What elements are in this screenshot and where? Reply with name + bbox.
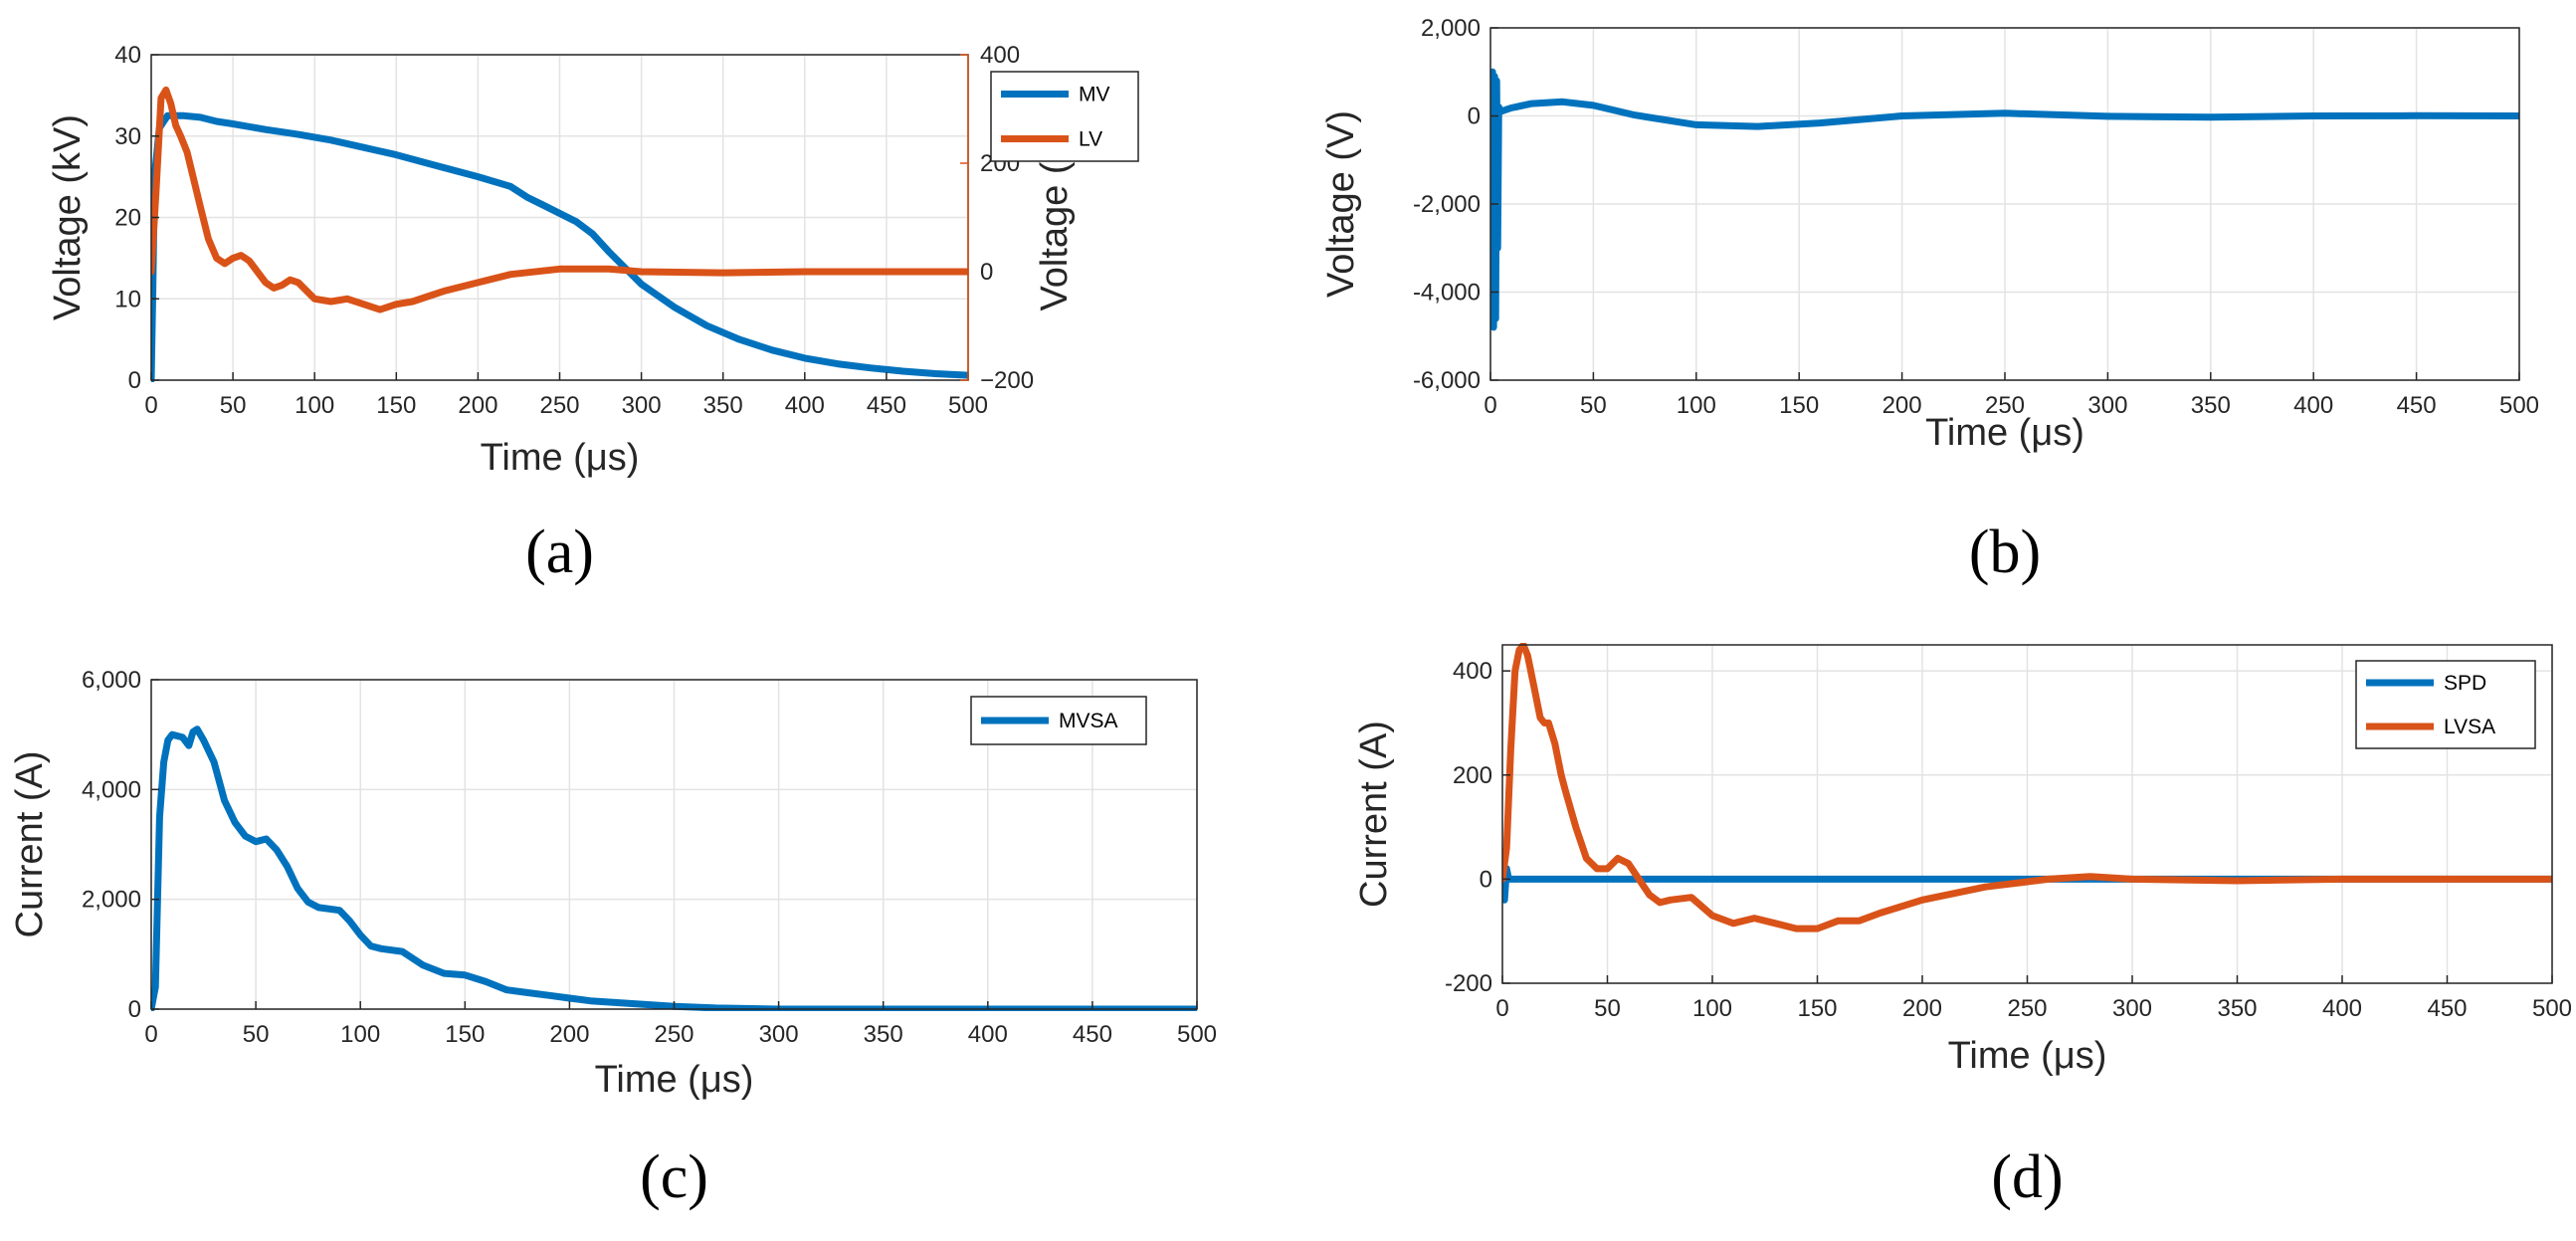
y-tick-label: 30 bbox=[114, 123, 141, 150]
x-tick-label: 400 bbox=[785, 392, 825, 419]
y-tick-label: 40 bbox=[114, 42, 141, 69]
y-axis-label: Current (A) bbox=[1353, 721, 1395, 908]
x-tick-label: 450 bbox=[867, 392, 906, 419]
x-tick-label: 250 bbox=[539, 392, 579, 419]
x-tick-label: 400 bbox=[968, 1021, 1008, 1048]
y-tick-label: 4,000 bbox=[82, 776, 141, 803]
y-tick-label: -2,000 bbox=[1413, 191, 1481, 218]
legend: MV LV bbox=[990, 71, 1139, 162]
x-tick-label: 50 bbox=[1594, 995, 1621, 1022]
legend: MVSA bbox=[970, 696, 1147, 745]
y-axis-label: Voltage (V) bbox=[1320, 110, 1362, 298]
y-right-tick-label: 0 bbox=[980, 259, 993, 286]
series-line-lv bbox=[151, 86, 968, 313]
y-tick-label: 2,000 bbox=[1421, 15, 1481, 42]
legend-label: MV bbox=[1079, 84, 1110, 106]
x-tick-label: 300 bbox=[2087, 392, 2127, 419]
y-axis-label: Current (A) bbox=[9, 751, 51, 938]
x-tick-label: 150 bbox=[376, 392, 416, 419]
y-right-tick-label: −200 bbox=[980, 367, 1034, 394]
x-axis-label: Time (μs) bbox=[1925, 412, 2084, 454]
x-tick-label: 50 bbox=[243, 1021, 270, 1048]
y-tick-label: 200 bbox=[1453, 762, 1492, 789]
y-tick-label: -6,000 bbox=[1413, 367, 1481, 394]
chart-panel-a: 0 50 100 150 200 250 300 350 400 450 500 0 10 20 30 40 −… bbox=[47, 42, 1139, 586]
chart-panel-b: 0 50 100 150 200 250 300 350 400 450 500 -6,000 -4,0… bbox=[1320, 15, 2539, 586]
x-tick-label: 500 bbox=[948, 392, 988, 419]
x-tick-label: 450 bbox=[2397, 392, 2437, 419]
x-tick-label: 150 bbox=[1779, 392, 1819, 419]
y-tick-label: 0 bbox=[128, 996, 141, 1023]
legend-box bbox=[990, 71, 1139, 162]
y-tick-label: 0 bbox=[1468, 103, 1481, 130]
x-tick-label: 400 bbox=[2293, 392, 2333, 419]
x-tick-label: 100 bbox=[340, 1021, 380, 1048]
x-tick-label: 100 bbox=[1692, 995, 1732, 1022]
legend-box bbox=[2355, 660, 2536, 749]
x-tick-label: 150 bbox=[1797, 995, 1837, 1022]
y-tick-label: 0 bbox=[1480, 866, 1492, 893]
x-tick-label: 50 bbox=[1580, 392, 1607, 419]
y-tick-label: 400 bbox=[1453, 658, 1492, 685]
series-line-mvsa bbox=[151, 725, 1197, 1011]
series-line-mv bbox=[151, 111, 968, 382]
series-line-series-0 bbox=[1490, 68, 2519, 331]
x-tick-label: 0 bbox=[144, 392, 157, 419]
y-tick-label: 10 bbox=[114, 286, 141, 312]
y-tick-label: -4,000 bbox=[1413, 280, 1481, 307]
panel-label: (c) bbox=[640, 1143, 708, 1211]
legend-label: MVSA bbox=[1059, 710, 1118, 732]
x-tick-label: 100 bbox=[1677, 392, 1716, 419]
x-tick-label: 100 bbox=[295, 392, 334, 419]
panel-label: (a) bbox=[525, 518, 594, 586]
x-axis-label: Time (μs) bbox=[1948, 1035, 2107, 1077]
x-tick-label: 350 bbox=[2217, 995, 2257, 1022]
x-tick-label: 0 bbox=[1484, 392, 1496, 419]
x-tick-label: 500 bbox=[2499, 392, 2539, 419]
y-tick-label: 0 bbox=[128, 367, 141, 394]
x-tick-label: 250 bbox=[1985, 392, 2025, 419]
y-tick-label: 6,000 bbox=[82, 667, 141, 694]
legend-label: SPD bbox=[2444, 672, 2486, 695]
y-tick-label: -200 bbox=[1445, 970, 1492, 997]
x-axis-label: Time (μs) bbox=[481, 437, 640, 479]
x-tick-label: 250 bbox=[2007, 995, 2047, 1022]
chart-panel-c: 0 50 100 150 200 250 300 350 400 450 500 0 2,000 4,00… bbox=[9, 667, 1217, 1211]
x-axis-label: Time (μs) bbox=[595, 1059, 754, 1101]
x-tick-label: 200 bbox=[1882, 392, 1922, 419]
y-right-tick-label: 400 bbox=[980, 42, 1020, 69]
x-tick-label: 150 bbox=[445, 1021, 485, 1048]
x-tick-label: 350 bbox=[703, 392, 743, 419]
x-tick-label: 500 bbox=[2532, 995, 2572, 1022]
x-tick-label: 0 bbox=[1495, 995, 1508, 1022]
x-tick-label: 250 bbox=[654, 1021, 694, 1048]
y-tick-label: 20 bbox=[114, 205, 141, 232]
series-line-lvsa bbox=[1502, 643, 2552, 932]
x-tick-label: 200 bbox=[458, 392, 497, 419]
x-tick-label: 200 bbox=[1902, 995, 1942, 1022]
x-tick-label: 300 bbox=[622, 392, 662, 419]
panel-label: (b) bbox=[1969, 518, 2041, 586]
legend: SPD LVSA bbox=[2355, 660, 2536, 749]
chart-panel-d: 0 50 100 150 200 250 300 350 400 450 500-200020040… bbox=[1353, 643, 2572, 1211]
x-tick-label: 350 bbox=[864, 1021, 903, 1048]
x-tick-label: 300 bbox=[759, 1021, 799, 1048]
x-tick-label: 0 bbox=[144, 1021, 157, 1048]
x-tick-label: 400 bbox=[2322, 995, 2362, 1022]
y-tick-label: 2,000 bbox=[82, 887, 141, 914]
x-tick-label: 200 bbox=[549, 1021, 589, 1048]
x-tick-label: 300 bbox=[2112, 995, 2152, 1022]
x-tick-label: 350 bbox=[2191, 392, 2231, 419]
panel-label: (d) bbox=[1991, 1143, 2063, 1211]
y-axis-label: Voltage (kV) bbox=[47, 114, 89, 320]
x-tick-label: 450 bbox=[1073, 1021, 1112, 1048]
x-tick-label: 50 bbox=[220, 392, 247, 419]
legend-label: LVSA bbox=[2444, 716, 2495, 738]
x-tick-label: 500 bbox=[1177, 1021, 1217, 1048]
x-tick-label: 450 bbox=[2427, 995, 2467, 1022]
legend-label: LV bbox=[1079, 128, 1102, 151]
